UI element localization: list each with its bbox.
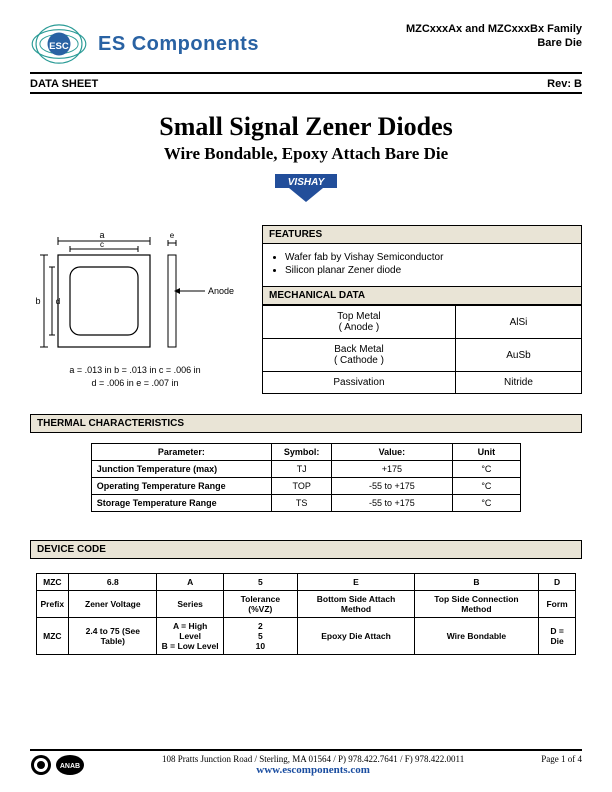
sheet-meta: DATA SHEET Rev: B bbox=[30, 78, 582, 90]
feature-item: Silicon planar Zener diode bbox=[285, 265, 573, 276]
td: Wire Bondable bbox=[415, 618, 539, 655]
td: °C bbox=[452, 461, 521, 478]
td: 2.4 to 75 (See Table) bbox=[69, 618, 157, 655]
page-subtitle: Wire Bondable, Epoxy Attach Bare Die bbox=[30, 144, 582, 164]
footer-address: 108 Pratts Junction Road / Sterling, MA … bbox=[85, 754, 541, 764]
svg-text:e: e bbox=[170, 231, 175, 240]
header-right: MZCxxxAx and MZCxxxBx Family Bare Die bbox=[406, 22, 582, 51]
th: MZC bbox=[36, 574, 69, 591]
svg-text:ANAB: ANAB bbox=[60, 763, 80, 770]
th: Parameter: bbox=[91, 444, 271, 461]
th: Zener Voltage bbox=[69, 591, 157, 618]
th: Prefix bbox=[36, 591, 69, 618]
footer-center: 108 Pratts Junction Road / Sterling, MA … bbox=[85, 754, 541, 776]
features-column: FEATURES Wafer fab by Vishay Semiconduct… bbox=[262, 225, 582, 394]
vishay-logo: VISHAY bbox=[271, 172, 341, 204]
thermal-section: THERMAL CHARACTERISTICS Parameter: Symbo… bbox=[30, 414, 582, 512]
cert-badge-icon: ANAB bbox=[55, 754, 85, 776]
td: -55 to +175 bbox=[332, 495, 452, 512]
divider bbox=[30, 749, 582, 751]
mech-value: Nitride bbox=[455, 372, 581, 394]
device-section: DEVICE CODE MZC 6.8 A 5 E B D Prefix Zen… bbox=[30, 540, 582, 655]
mech-label: Top Metal( Anode ) bbox=[263, 306, 456, 339]
th: E bbox=[297, 574, 414, 591]
page-title: Small Signal Zener Diodes bbox=[30, 112, 582, 142]
td: 2 5 10 bbox=[223, 618, 297, 655]
td: Operating Temperature Range bbox=[91, 478, 271, 495]
th: A bbox=[157, 574, 223, 591]
th: Series bbox=[157, 591, 223, 618]
svg-text:d: d bbox=[56, 297, 60, 306]
svg-text:VISHAY: VISHAY bbox=[288, 177, 326, 188]
td: MZC bbox=[36, 618, 69, 655]
features-body: Wafer fab by Vishay Semiconductor Silico… bbox=[262, 244, 582, 287]
rev-label: Rev: B bbox=[547, 78, 582, 90]
svg-text:c: c bbox=[100, 240, 104, 249]
th: Value: bbox=[332, 444, 452, 461]
th: Bottom Side Attach Method bbox=[297, 591, 414, 618]
th: 6.8 bbox=[69, 574, 157, 591]
svg-text:a: a bbox=[99, 230, 104, 240]
td: +175 bbox=[332, 461, 452, 478]
td: °C bbox=[452, 495, 521, 512]
th: Form bbox=[538, 591, 576, 618]
diagram-column: a c b d e Anode a = . bbox=[30, 225, 240, 389]
mech-label: Back Metal( Cathode ) bbox=[263, 339, 456, 372]
th: Symbol: bbox=[272, 444, 332, 461]
td: Junction Temperature (max) bbox=[91, 461, 271, 478]
cert-badge-icon bbox=[30, 754, 52, 776]
dim-line-2: d = .006 in e = .007 in bbox=[30, 377, 240, 390]
th: Top Side Connection Method bbox=[415, 591, 539, 618]
company-name: ES Components bbox=[98, 33, 259, 56]
divider bbox=[30, 92, 582, 94]
th: B bbox=[415, 574, 539, 591]
thermal-table: Parameter: Symbol: Value: Unit Junction … bbox=[91, 443, 522, 512]
family-line-1: MZCxxxAx and MZCxxxBx Family bbox=[406, 22, 582, 36]
device-table: MZC 6.8 A 5 E B D Prefix Zener Voltage S… bbox=[36, 573, 577, 655]
td: TJ bbox=[272, 461, 332, 478]
td: D = Die bbox=[538, 618, 576, 655]
th: Unit bbox=[452, 444, 521, 461]
logo-block: ESC ES Components bbox=[30, 22, 259, 66]
title-block: Small Signal Zener Diodes Wire Bondable,… bbox=[30, 112, 582, 207]
footer: ANAB 108 Pratts Junction Road / Sterling… bbox=[30, 749, 582, 776]
footer-url: www.escomponents.com bbox=[85, 764, 541, 776]
feature-item: Wafer fab by Vishay Semiconductor bbox=[285, 252, 573, 263]
datasheet-label: DATA SHEET bbox=[30, 78, 98, 90]
mech-label: Passivation bbox=[263, 372, 456, 394]
td: -55 to +175 bbox=[332, 478, 452, 495]
mechanical-head: MECHANICAL DATA bbox=[262, 287, 582, 305]
th: Tolerance (%VZ) bbox=[223, 591, 297, 618]
mech-value: AuSb bbox=[455, 339, 581, 372]
mechanical-table: Top Metal( Anode ) AlSi Back Metal( Cath… bbox=[262, 305, 582, 394]
page-number: Page 1 of 4 bbox=[541, 754, 582, 764]
td: TS bbox=[272, 495, 332, 512]
divider bbox=[30, 72, 582, 74]
svg-text:Anode: Anode bbox=[208, 286, 234, 296]
mech-value: AlSi bbox=[455, 306, 581, 339]
td: Storage Temperature Range bbox=[91, 495, 271, 512]
td: A = High Level B = Low Level bbox=[157, 618, 223, 655]
die-diagram: a c b d e Anode bbox=[30, 225, 240, 355]
family-line-2: Bare Die bbox=[406, 36, 582, 50]
cert-badges: ANAB bbox=[30, 754, 85, 776]
td: °C bbox=[452, 478, 521, 495]
td: Epoxy Die Attach bbox=[297, 618, 414, 655]
svg-text:ESC: ESC bbox=[49, 41, 69, 52]
th: D bbox=[538, 574, 576, 591]
company-logo: ESC bbox=[30, 22, 88, 66]
device-head: DEVICE CODE bbox=[30, 540, 582, 559]
header: ESC ES Components MZCxxxAx and MZCxxxBx … bbox=[30, 22, 582, 66]
th: 5 bbox=[223, 574, 297, 591]
td: TOP bbox=[272, 478, 332, 495]
mid-row: a c b d e Anode a = . bbox=[30, 225, 582, 394]
features-head: FEATURES bbox=[262, 225, 582, 244]
dim-line-1: a = .013 in b = .013 in c = .006 in bbox=[30, 364, 240, 377]
thermal-head: THERMAL CHARACTERISTICS bbox=[30, 414, 582, 433]
svg-text:b: b bbox=[35, 296, 40, 306]
